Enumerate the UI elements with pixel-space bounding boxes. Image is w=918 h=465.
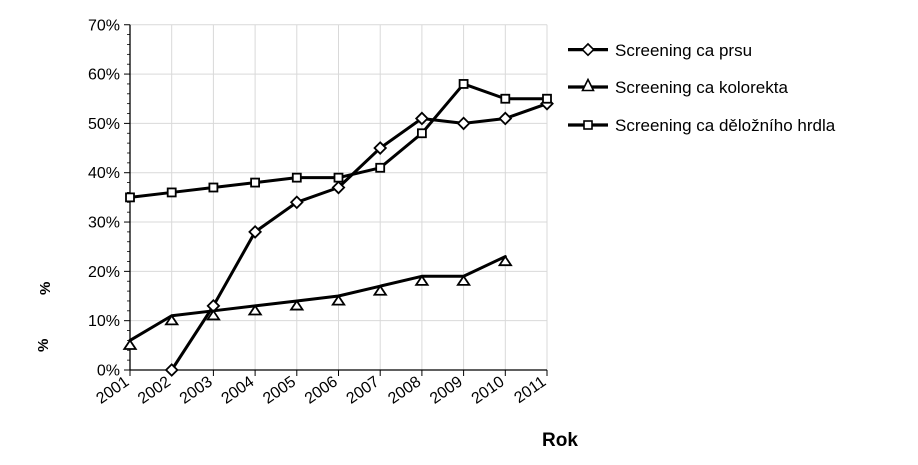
svg-text:%: % <box>35 339 52 352</box>
svg-text:50%: 50% <box>88 116 120 133</box>
svg-text:10%: 10% <box>88 313 120 330</box>
svg-text:2003: 2003 <box>177 373 216 407</box>
svg-text:2004: 2004 <box>218 373 257 407</box>
svg-text:2006: 2006 <box>302 373 341 407</box>
svg-text:60%: 60% <box>88 67 120 84</box>
svg-text:40%: 40% <box>88 165 120 182</box>
svg-text:2010: 2010 <box>469 373 508 407</box>
svg-text:2005: 2005 <box>260 373 299 407</box>
svg-text:%: % <box>37 282 54 295</box>
svg-text:2011: 2011 <box>511 373 549 407</box>
svg-text:20%: 20% <box>88 264 120 281</box>
svg-text:2009: 2009 <box>427 373 466 407</box>
svg-text:2002: 2002 <box>135 373 174 407</box>
svg-text:70%: 70% <box>88 17 120 34</box>
svg-text:2008: 2008 <box>385 373 424 407</box>
svg-text:2007: 2007 <box>344 373 383 407</box>
svg-text:Screening ca děložního hrdla: Screening ca děložního hrdla <box>615 116 836 135</box>
svg-text:30%: 30% <box>88 215 120 232</box>
svg-text:Screening ca prsu: Screening ca prsu <box>615 41 752 60</box>
svg-text:Rok: Rok <box>542 430 578 451</box>
svg-text:Screening ca kolorekta: Screening ca kolorekta <box>615 78 788 97</box>
